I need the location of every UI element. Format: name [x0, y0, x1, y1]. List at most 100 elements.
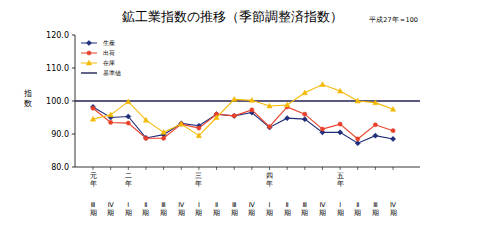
marker	[232, 97, 237, 102]
x-tick-label-char: Ⅲ	[373, 201, 377, 209]
x-tick-label-char: Ⅰ	[198, 201, 200, 209]
x-tick	[128, 167, 129, 170]
x-tick-label-char: 期	[231, 209, 238, 217]
x-tick-label: Ⅳ期	[178, 201, 185, 217]
marker	[391, 129, 395, 133]
x-tick	[340, 167, 341, 170]
x-tick-label-char: Ⅲ	[303, 201, 307, 209]
subtitle: 平成27年＝100	[369, 16, 418, 24]
x-tick-label: Ⅲ期	[372, 201, 379, 217]
x-group-label-char: 二	[125, 172, 132, 180]
legend-marker	[86, 40, 91, 45]
x-tick	[375, 167, 376, 170]
marker	[355, 98, 360, 103]
x-tick-label-char: Ⅳ	[390, 201, 396, 209]
marker	[90, 116, 95, 121]
legend-label: 在庫	[103, 59, 115, 66]
marker	[390, 136, 395, 141]
x-tick	[269, 167, 270, 170]
marker	[320, 127, 324, 131]
marker	[250, 108, 254, 112]
x-tick-label: Ⅲ期	[90, 201, 97, 217]
x-tick	[287, 167, 288, 170]
marker	[126, 114, 131, 119]
x-tick-label: Ⅰ期	[125, 201, 132, 217]
chart: 鉱工業指数の推移（季節調整済指数）平成27年＝100指数80.090.0100.…	[0, 0, 480, 239]
marker	[320, 82, 325, 87]
x-tick-label-char: 期	[125, 209, 132, 217]
marker	[356, 137, 360, 141]
x-tick	[234, 167, 235, 170]
marker	[108, 112, 113, 117]
x-group-label: 二年	[125, 172, 132, 188]
marker	[267, 103, 272, 108]
x-tick-label-char: Ⅲ	[232, 201, 236, 209]
legend-swatch	[81, 72, 97, 73]
x-tick-label: Ⅲ期	[301, 201, 308, 217]
marker	[267, 125, 272, 130]
x-tick-label-char: 期	[178, 209, 185, 217]
x-tick-label: Ⅲ期	[160, 201, 167, 217]
x-tick-label-char: 期	[372, 209, 379, 217]
marker	[285, 116, 290, 121]
x-tick-label: Ⅱ期	[213, 201, 220, 217]
legend-box	[78, 37, 130, 81]
marker	[303, 112, 307, 116]
marker	[338, 130, 343, 135]
x-tick	[357, 167, 358, 170]
x-group-label-char: 年	[90, 180, 97, 188]
x-tick-label: Ⅳ期	[319, 201, 326, 217]
y-tick-label: 120.0	[46, 31, 69, 40]
y-tick	[72, 101, 75, 102]
legend-marker	[87, 51, 91, 55]
x-tick	[322, 167, 323, 170]
marker	[338, 88, 343, 93]
x-tick-label-char: Ⅳ	[249, 201, 255, 209]
x-tick-label-char: 期	[90, 209, 97, 217]
legend: 生産出荷在庫基準値	[78, 37, 130, 81]
marker	[196, 133, 201, 138]
x-tick	[145, 167, 146, 170]
x-tick-label: Ⅳ期	[107, 201, 114, 217]
legend-label: 生産	[103, 39, 115, 46]
x-tick-label-char: Ⅱ	[215, 201, 218, 209]
marker	[249, 98, 254, 103]
x-tick-label: Ⅳ期	[390, 201, 397, 217]
x-tick	[251, 167, 252, 170]
x-tick-label-char: 期	[284, 209, 291, 217]
x-group-label-char: 年	[337, 180, 344, 188]
x-tick	[93, 167, 94, 170]
y-tick-label: 110.0	[46, 64, 69, 73]
x-group-label: 五年	[337, 172, 344, 188]
x-tick-label-char: Ⅱ	[286, 201, 289, 209]
marker	[302, 90, 307, 95]
x-tick	[163, 167, 164, 170]
x-tick-label-char: 期	[195, 209, 202, 217]
x-tick-label-char: Ⅱ	[144, 201, 147, 209]
marker	[302, 117, 307, 122]
legend-label: 基準値	[103, 69, 121, 76]
x-tick-label-char: Ⅰ	[339, 201, 341, 209]
x-group-label-char: 五	[337, 172, 344, 180]
marker	[161, 130, 166, 135]
x-tick-label-char: Ⅱ	[356, 201, 359, 209]
marker	[162, 136, 166, 140]
marker	[267, 125, 271, 129]
marker	[390, 106, 395, 111]
marker	[338, 122, 342, 126]
y-tick	[72, 134, 75, 135]
x-tick	[304, 167, 305, 170]
y-tick	[72, 68, 75, 69]
series-line	[93, 85, 393, 136]
marker	[90, 104, 95, 109]
marker	[179, 121, 184, 126]
x-tick	[216, 167, 217, 170]
x-tick	[198, 167, 199, 170]
marker	[214, 115, 219, 120]
x-tick-label-char: Ⅳ	[319, 201, 325, 209]
x-tick-label: Ⅳ期	[248, 201, 255, 217]
title: 鉱工業指数の推移（季節調整済指数）	[122, 9, 343, 24]
marker	[126, 121, 130, 125]
marker	[373, 133, 378, 138]
x-tick-label-char: 期	[390, 209, 397, 217]
